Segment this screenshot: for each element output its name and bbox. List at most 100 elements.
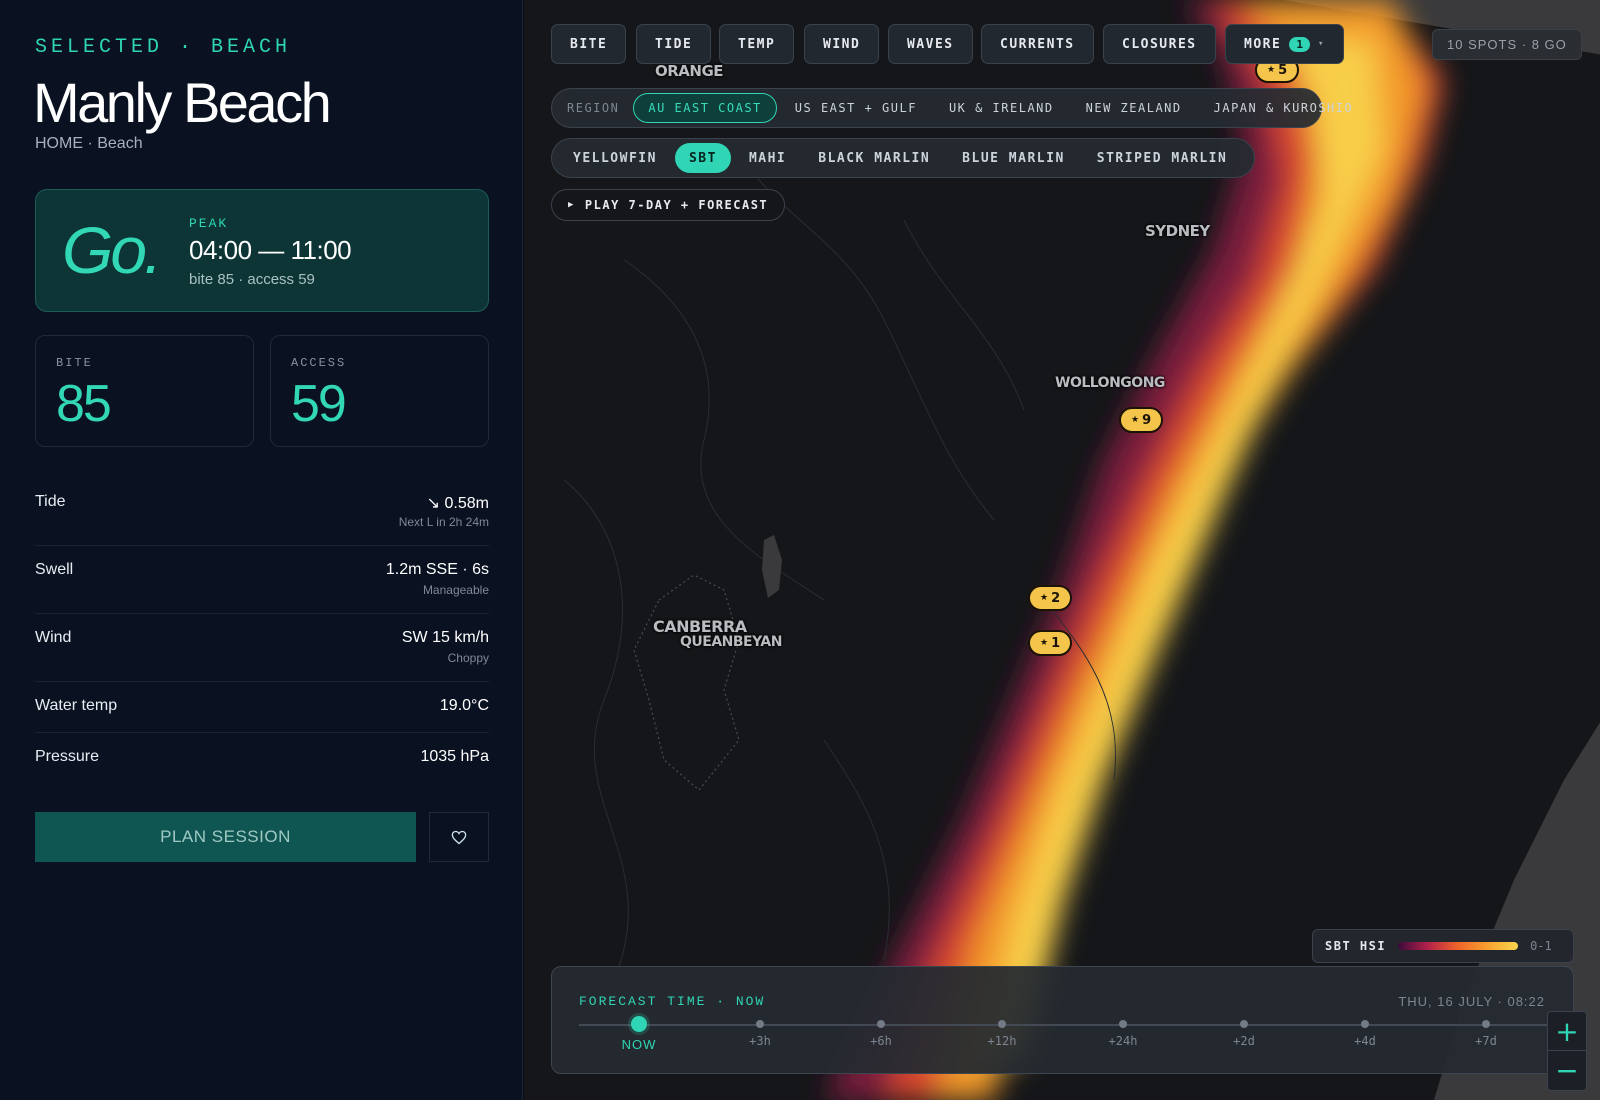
layer-tab-closures[interactable]: CLOSURES xyxy=(1103,24,1216,64)
timeline-dot xyxy=(1119,1020,1127,1028)
legend-title: SBT HSI xyxy=(1325,939,1387,953)
terrain-lines xyxy=(563,159,1116,981)
heart-icon xyxy=(451,830,467,844)
species-option-black-marlin[interactable]: BLACK MARLIN xyxy=(818,150,931,166)
timeline-step-label: +24h xyxy=(1108,1034,1138,1048)
layer-tab-tide[interactable]: TIDE xyxy=(636,24,712,64)
play-icon: ▶ xyxy=(568,200,575,210)
layer-tab-waves[interactable]: WAVES xyxy=(888,24,973,64)
timeline-date: THU, 16 JULY · 08:22 xyxy=(1398,994,1545,1009)
timeline-track[interactable] xyxy=(579,1024,1575,1026)
access-stat-card: ACCESS 59 xyxy=(270,335,489,447)
timeline-step-2d[interactable]: +2d xyxy=(1204,1012,1284,1048)
condition-name: Water temp xyxy=(35,697,118,714)
spot-pin-label: 9 xyxy=(1142,412,1152,428)
plan-session-button[interactable]: PLAN SESSION xyxy=(35,812,416,862)
timeline-step-3h[interactable]: +3h xyxy=(720,1012,800,1048)
peak-time: 04:00 — 11:00 xyxy=(189,235,352,265)
region-selector: REGION AU EAST COAST US EAST + GULF UK &… xyxy=(551,88,1352,128)
conditions-list: Tide ↘ 0.58m Next L in 2h 24m Swell 1.2m… xyxy=(35,478,489,784)
layer-tab-wind[interactable]: WIND xyxy=(804,24,880,64)
condition-name: Swell xyxy=(35,561,74,578)
lake-shape xyxy=(762,535,782,598)
peak-scores: bite 85 · access 59 xyxy=(189,271,315,288)
condition-value: 19.0°C xyxy=(439,697,489,714)
layer-tab-currents[interactable]: CURRENTS xyxy=(981,24,1094,64)
timeline-step-24h[interactable]: +24h xyxy=(1083,1012,1163,1048)
play-label: PLAY 7-DAY + FORECAST xyxy=(584,198,769,212)
species-option-sbt[interactable]: SBT xyxy=(674,143,731,173)
spot-pin-label: 1 xyxy=(1051,635,1061,651)
species-option-blue-marlin[interactable]: BLUE MARLIN xyxy=(962,150,1065,166)
territory-border xyxy=(633,574,740,791)
spot-pin[interactable]: ★ 9 xyxy=(1119,407,1164,433)
species-option-striped-marlin[interactable]: STRIPED MARLIN xyxy=(1096,150,1228,166)
land-area xyxy=(524,0,1600,1100)
star-icon: ★ xyxy=(1040,593,1049,603)
legend-gradient xyxy=(1398,942,1519,950)
timeline-step-label: +3h xyxy=(749,1034,771,1048)
chevron-down-icon: ▾ xyxy=(1317,39,1325,49)
condition-note: Choppy xyxy=(447,651,489,665)
legend-range: 0-1 xyxy=(1530,939,1552,953)
timeline-step-now[interactable]: NOW xyxy=(599,1012,679,1052)
more-label: MORE xyxy=(1244,36,1282,52)
timeline-dot xyxy=(1240,1020,1248,1028)
species-option-yellowfin[interactable]: YELLOWFIN xyxy=(573,150,657,166)
condition-name: Wind xyxy=(35,629,72,646)
favorite-button[interactable] xyxy=(429,812,489,862)
more-layers-dropdown[interactable]: MORE 1 ▾ xyxy=(1225,24,1344,64)
condition-value: 1035 hPa xyxy=(420,748,489,765)
city-label-orange: ORANGE xyxy=(655,62,724,80)
heat-band xyxy=(824,0,1444,1100)
condition-row-tide: Tide ↘ 0.58m Next L in 2h 24m xyxy=(35,478,489,546)
species-selector: YELLOWFIN SBT MAHI BLACK MARLIN BLUE MAR… xyxy=(551,138,1255,178)
bite-label: BITE xyxy=(56,356,93,370)
star-icon: ★ xyxy=(1040,638,1049,648)
access-label: ACCESS xyxy=(291,356,347,370)
species-option-mahi[interactable]: MAHI xyxy=(748,150,787,166)
timeline-step-4d[interactable]: +4d xyxy=(1325,1012,1405,1048)
spot-title: Manly Beach xyxy=(33,71,332,134)
spot-pin-label: 5 xyxy=(1278,62,1288,78)
city-label-queanbeyan: QUEANBEYAN xyxy=(680,634,782,650)
condition-row-water-temp: Water temp 19.0°C xyxy=(35,682,489,733)
timeline-step-7d[interactable]: +7d xyxy=(1446,1012,1526,1048)
heatmap-map[interactable]: ORANGE SYDNEY WOLLONGONG CANBERRA QUEANB… xyxy=(524,0,1600,1100)
zoom-out-button[interactable]: − xyxy=(1555,1054,1579,1087)
condition-name: Pressure xyxy=(35,748,100,765)
map-canvas xyxy=(524,0,1600,1100)
region-option-uk-ireland[interactable]: UK & IRELAND xyxy=(948,101,1054,115)
region-option-new-zealand[interactable]: NEW ZEALAND xyxy=(1085,101,1182,115)
timeline-step-6h[interactable]: +6h xyxy=(841,1012,921,1048)
region-option-us-east-gulf[interactable]: US EAST + GULF xyxy=(794,101,917,115)
timeline-dot xyxy=(877,1020,885,1028)
timeline-step-label: +4d xyxy=(1354,1034,1376,1048)
layer-tab-temp[interactable]: TEMP xyxy=(719,24,795,64)
region-option-japan-kuroshio[interactable]: JAPAN & KUROSHIO xyxy=(1213,101,1354,115)
verdict-card: Go. PEAK 04:00 — 11:00 bite 85 · access … xyxy=(35,189,489,312)
city-label-wollongong: WOLLONGONG xyxy=(1055,375,1165,391)
play-forecast-button[interactable]: ▶ PLAY 7-DAY + FORECAST xyxy=(551,189,786,221)
spot-pin[interactable]: ★ 1 xyxy=(1028,630,1073,656)
access-value: 59 xyxy=(291,375,347,433)
city-label-canberra: CANBERRA xyxy=(653,617,747,636)
region-option-au-east-coast[interactable]: AU EAST COAST xyxy=(633,93,777,123)
city-label-sydney: SYDNEY xyxy=(1145,222,1210,240)
condition-value: ↘ 0.58m xyxy=(426,495,489,512)
spots-summary: 10 SPOTS · 8 GO xyxy=(1432,29,1582,60)
spot-pin-label: 2 xyxy=(1051,590,1061,606)
timeline-handle[interactable] xyxy=(631,1016,647,1032)
verdict-word: Go. xyxy=(62,213,162,287)
timeline-step-label: +2d xyxy=(1233,1034,1255,1048)
timeline-dot xyxy=(1361,1020,1369,1028)
timeline-step-label: NOW xyxy=(621,1037,657,1052)
spot-pin[interactable]: ★ 2 xyxy=(1028,585,1073,611)
condition-value: 1.2m SSE · 6s xyxy=(385,561,489,578)
zoom-in-button[interactable]: + xyxy=(1548,1012,1586,1051)
condition-row-swell: Swell 1.2m SSE · 6s Manageable xyxy=(35,546,489,614)
timeline-step-12h[interactable]: +12h xyxy=(962,1012,1042,1048)
layer-tab-bite[interactable]: BITE xyxy=(551,24,627,64)
condition-value: SW 15 km/h xyxy=(401,629,489,646)
timeline-label: FORECAST TIME · NOW xyxy=(579,994,766,1009)
